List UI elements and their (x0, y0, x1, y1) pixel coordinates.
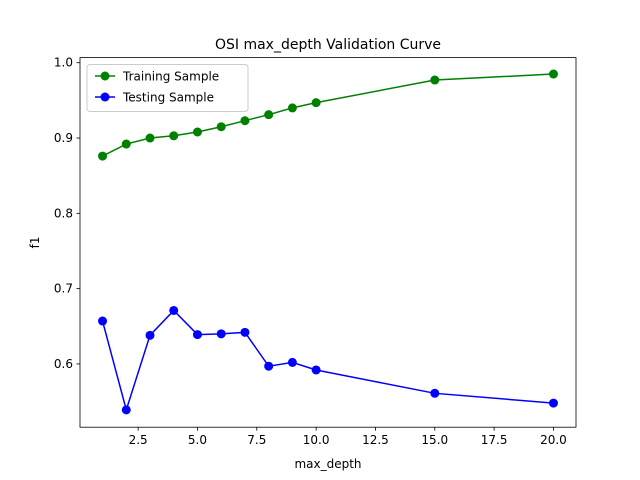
x-tick-label: 15.0 (421, 433, 448, 447)
x-tick-label: 17.5 (481, 433, 508, 447)
y-tick-label: 0.7 (54, 282, 73, 296)
x-tick-label: 10.0 (303, 433, 330, 447)
testing-sample-point (98, 316, 108, 326)
training-sample-point (169, 131, 179, 141)
x-tick-label: 7.5 (247, 433, 266, 447)
training-sample-point (311, 98, 321, 108)
testing-sample-point (548, 398, 558, 408)
legend-testing-sample-marker (100, 92, 110, 102)
legend-training-sample-marker (100, 71, 110, 81)
legend-box (86, 64, 249, 112)
x-tick-label: 12.5 (362, 433, 389, 447)
training-sample-point (98, 151, 108, 161)
testing-sample-point (192, 330, 202, 340)
x-tick-label: 20.0 (540, 433, 567, 447)
y-axis-label: f1 (28, 236, 42, 248)
x-tick-label: 2.5 (129, 433, 148, 447)
y-axis-ticks: 0.6 0.7 0.8 0.9 1.0 (54, 56, 80, 371)
y-tick-label: 0.9 (54, 131, 73, 145)
plot-area-frame (79, 57, 577, 428)
testing-sample-point (264, 361, 274, 371)
testing-sample-point (430, 388, 440, 398)
y-tick-label: 1.0 (54, 56, 73, 70)
series-layer (98, 69, 558, 415)
testing-sample-point (287, 357, 297, 367)
testing-sample-point (145, 330, 155, 340)
training-sample-point (145, 133, 155, 143)
x-axis-label: max_depth (294, 457, 361, 471)
training-sample-point (548, 69, 558, 79)
legend: Training Sample Testing Sample (86, 64, 249, 112)
training-sample-point (121, 139, 131, 149)
training-sample-point (216, 122, 226, 132)
legend-training-sample-label: Training Sample (122, 69, 219, 83)
training-sample-point (192, 127, 202, 137)
x-axis-ticks: 2.5 5.0 7.5 10.0 12.5 15.0 17.5 20.0 (129, 427, 567, 447)
chart-title: OSI max_depth Validation Curve (215, 37, 441, 53)
y-tick-label: 0.6 (54, 357, 73, 371)
x-tick-label: 5.0 (188, 433, 207, 447)
y-tick-label: 0.8 (54, 206, 73, 220)
testing-sample-point (121, 405, 131, 415)
testing-sample-point (169, 305, 179, 315)
testing-sample-point (240, 327, 250, 337)
training-sample-point (430, 75, 440, 85)
testing-sample-line (101, 309, 554, 413)
training-sample-point (264, 110, 274, 120)
training-sample-point (287, 103, 297, 113)
legend-testing-sample-label: Testing Sample (122, 90, 214, 104)
testing-sample-point (311, 365, 321, 375)
testing-sample-point (216, 329, 226, 339)
training-sample-point (240, 116, 250, 126)
